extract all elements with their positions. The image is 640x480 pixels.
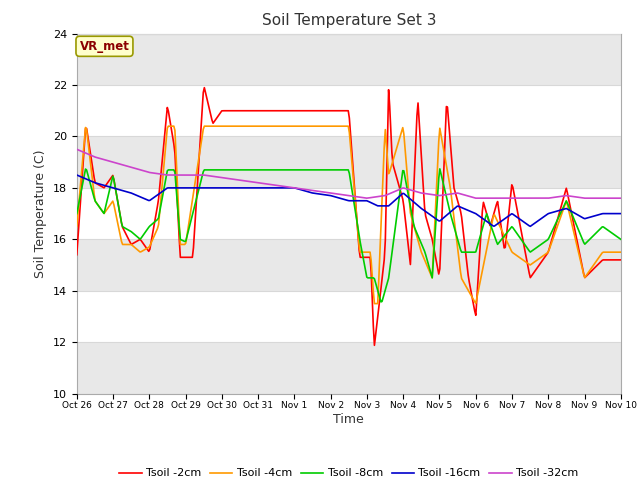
Tsoil -16cm <box>527 224 534 229</box>
Line: Tsoil -8cm: Tsoil -8cm <box>77 169 621 302</box>
Tsoil -16cm <box>367 200 375 205</box>
Tsoil -4cm <box>336 123 344 129</box>
Tsoil -8cm <box>606 228 614 234</box>
Tsoil -4cm <box>332 123 340 129</box>
Bar <box>77 240 621 291</box>
Tsoil -4cm <box>164 123 172 129</box>
Tsoil -2cm <box>606 257 614 263</box>
Tsoil -16cm <box>519 218 527 224</box>
Bar <box>77 342 621 394</box>
Bar <box>77 34 621 85</box>
Tsoil -32cm <box>335 191 342 197</box>
Tsoil -4cm <box>369 273 376 279</box>
Tsoil -8cm <box>367 275 375 281</box>
Line: Tsoil -4cm: Tsoil -4cm <box>77 126 621 303</box>
Tsoil -8cm <box>332 167 339 173</box>
Tsoil -4cm <box>399 125 406 131</box>
Tsoil -4cm <box>73 224 81 229</box>
Line: Tsoil -2cm: Tsoil -2cm <box>77 88 621 345</box>
Tsoil -2cm <box>369 296 376 302</box>
Y-axis label: Soil Temperature (C): Soil Temperature (C) <box>35 149 47 278</box>
Tsoil -4cm <box>521 258 529 264</box>
Tsoil -2cm <box>73 252 81 258</box>
Tsoil -2cm <box>371 342 378 348</box>
Tsoil -2cm <box>617 257 625 263</box>
Line: Tsoil -32cm: Tsoil -32cm <box>77 149 621 198</box>
Tsoil -16cm <box>332 194 339 200</box>
Tsoil -16cm <box>617 211 625 216</box>
Tsoil -2cm <box>336 108 344 114</box>
Tsoil -32cm <box>472 195 479 201</box>
Line: Tsoil -16cm: Tsoil -16cm <box>77 175 621 227</box>
Legend: Tsoil -2cm, Tsoil -4cm, Tsoil -8cm, Tsoil -16cm, Tsoil -32cm: Tsoil -2cm, Tsoil -4cm, Tsoil -8cm, Tsoi… <box>115 464 583 480</box>
Tsoil -32cm <box>520 195 527 201</box>
Tsoil -2cm <box>521 247 529 253</box>
Tsoil -2cm <box>332 108 340 114</box>
Title: Soil Temperature Set 3: Soil Temperature Set 3 <box>262 13 436 28</box>
Tsoil -32cm <box>605 195 612 201</box>
Tsoil -2cm <box>200 85 208 91</box>
Tsoil -32cm <box>73 146 81 152</box>
Tsoil -8cm <box>398 176 406 182</box>
Tsoil -16cm <box>397 192 404 198</box>
Tsoil -32cm <box>617 195 625 201</box>
Tsoil -8cm <box>335 167 342 173</box>
Tsoil -4cm <box>606 249 614 255</box>
Tsoil -8cm <box>73 211 81 216</box>
Tsoil -8cm <box>436 166 444 172</box>
Tsoil -32cm <box>332 191 339 196</box>
Tsoil -8cm <box>377 299 385 305</box>
Bar <box>77 136 621 188</box>
Tsoil -16cm <box>605 211 612 216</box>
Tsoil -32cm <box>397 186 404 192</box>
Tsoil -16cm <box>335 195 342 201</box>
Tsoil -2cm <box>399 196 406 202</box>
Tsoil -16cm <box>73 172 81 178</box>
Tsoil -8cm <box>617 237 625 242</box>
Tsoil -8cm <box>521 242 529 248</box>
Text: VR_met: VR_met <box>79 40 129 53</box>
X-axis label: Time: Time <box>333 413 364 426</box>
Tsoil -32cm <box>367 195 375 201</box>
Tsoil -4cm <box>371 300 378 306</box>
Tsoil -4cm <box>617 249 625 255</box>
